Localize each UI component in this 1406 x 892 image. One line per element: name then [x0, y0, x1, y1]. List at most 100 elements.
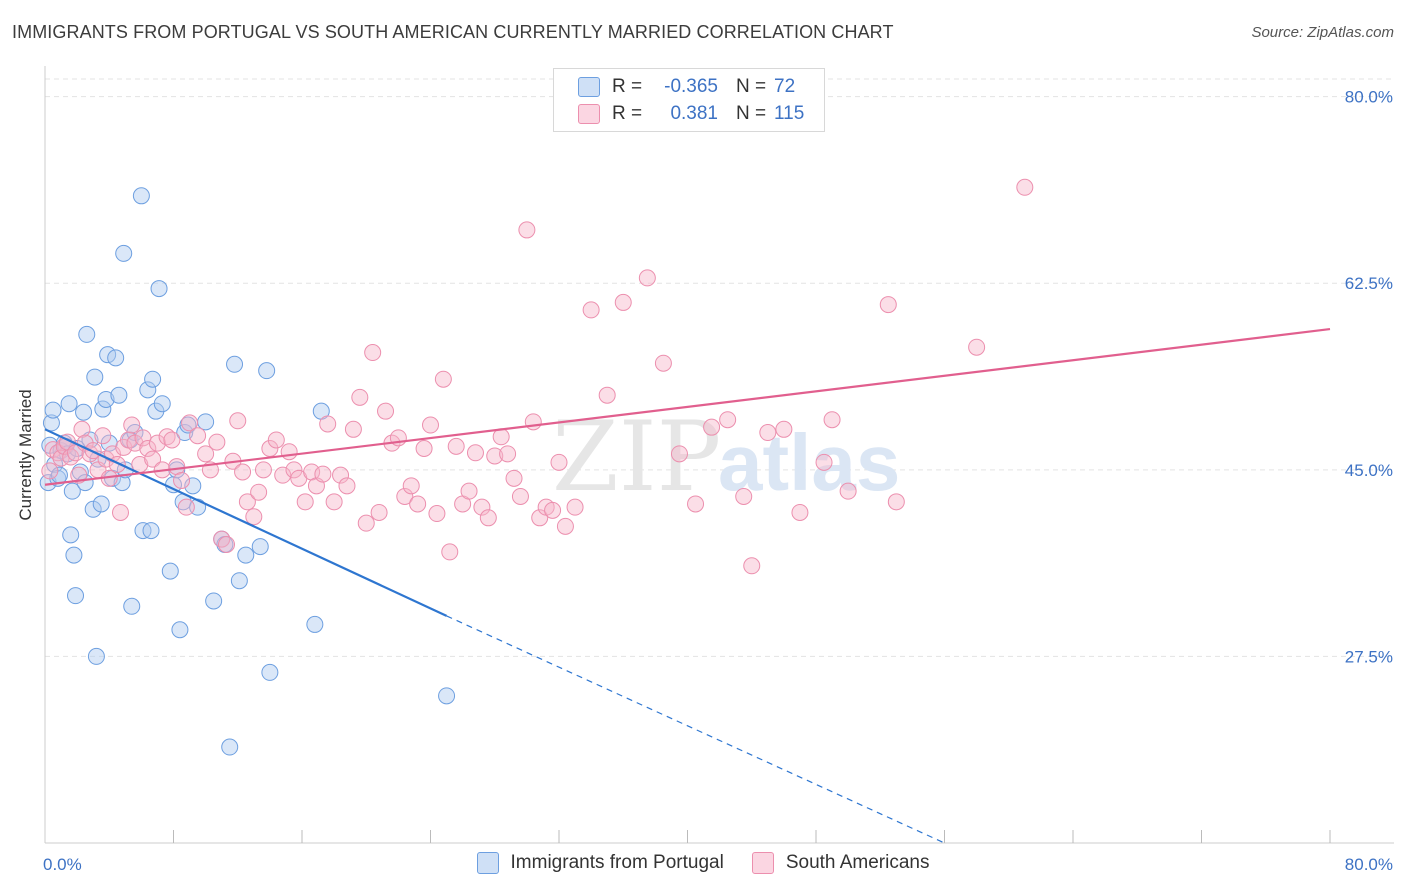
axes [44, 66, 1394, 844]
data-point-portugal [142, 522, 160, 540]
y-tick-label: 27.5% [1345, 647, 1393, 666]
data-point-south-american [428, 505, 446, 523]
legend-swatch-portugal [476, 852, 499, 874]
data-point-south-american [566, 498, 584, 516]
data-point-south-american [213, 530, 231, 548]
data-point-south-american [479, 509, 497, 527]
data-point-south-american [687, 495, 705, 513]
data-point-south-american [94, 427, 112, 445]
data-point-south-american [338, 477, 356, 495]
data-point-south-american [325, 493, 343, 511]
data-point-portugal [153, 395, 171, 413]
data-point-portugal [107, 349, 125, 367]
data-point-south-american [319, 415, 337, 433]
data-point-south-american [598, 386, 616, 404]
data-point-portugal [115, 244, 133, 262]
data-point-south-american [670, 445, 688, 463]
data-point-south-american [41, 462, 59, 480]
data-point-south-american [73, 420, 91, 438]
data-point-portugal [92, 495, 110, 513]
data-point-south-american [364, 344, 382, 362]
data-point-south-american [887, 493, 905, 511]
data-point-portugal [78, 325, 96, 343]
y-tick-label: 80.0% [1345, 88, 1393, 107]
data-point-south-american [582, 301, 600, 319]
data-point-portugal [132, 187, 150, 205]
data-point-south-american [274, 466, 292, 484]
legend-row-south-americans: R = 0.381 N = 115 [578, 101, 804, 127]
legend-swatch-south-americans [751, 852, 774, 874]
data-point-south-american [351, 388, 369, 406]
data-point-south-american [280, 443, 298, 461]
gridlines [45, 78, 1394, 657]
chart-title: IMMIGRANTS FROM PORTUGAL VS SOUTH AMERIC… [12, 22, 894, 42]
data-point-south-american [158, 428, 176, 446]
legend-n-label: N = [736, 76, 767, 97]
data-point-portugal [86, 368, 104, 386]
series-legend: Immigrants from Portugal South Americans [0, 852, 1406, 874]
data-point-south-american [466, 444, 484, 462]
data-point-south-american [638, 269, 656, 287]
data-point-south-american [447, 437, 465, 455]
data-point-south-american [823, 411, 841, 429]
data-point-south-american [441, 543, 459, 561]
data-point-portugal [44, 401, 62, 419]
data-point-portugal [87, 647, 105, 665]
source-label: Source: ZipAtlas.com [1251, 24, 1394, 41]
data-point-portugal [230, 572, 248, 590]
trend-line-south-americans [44, 327, 1331, 486]
data-point-south-american [332, 466, 350, 484]
data-point-south-american [189, 427, 207, 445]
data-point-south-american [409, 495, 427, 513]
data-point-south-american [460, 482, 478, 500]
data-point-south-american [245, 508, 263, 526]
data-point-portugal [62, 526, 80, 544]
data-point-portugal [139, 381, 157, 399]
y-tick-label: 45.0% [1345, 461, 1393, 480]
data-point-south-american [144, 450, 162, 468]
data-point-south-american [238, 493, 256, 511]
data-point-south-american [208, 433, 226, 451]
data-point-south-american [486, 447, 504, 465]
legend-label-portugal: Immigrants from Portugal [510, 852, 724, 873]
data-point-south-american [473, 498, 491, 516]
data-point-portugal [150, 280, 168, 298]
data-point-south-american [775, 420, 793, 438]
data-point-south-american [550, 453, 568, 471]
data-point-south-american [163, 431, 181, 449]
legend-n-value: 72 [774, 76, 796, 97]
data-point-south-american [173, 471, 191, 489]
stats-legend: R = -0.365 N = 72 R = 0.381 N = 115 [553, 68, 825, 132]
legend-item-south-americans[interactable]: South Americans [751, 852, 929, 874]
data-point-south-american [296, 493, 314, 511]
data-point-south-american [218, 535, 236, 553]
data-point-south-american [968, 338, 986, 356]
data-point-south-american [177, 498, 195, 516]
data-point-south-american [743, 557, 761, 575]
legend-swatch-portugal [578, 77, 600, 97]
data-point-south-american [344, 420, 362, 438]
trend-line-portugal-extension [446, 615, 945, 844]
data-point-south-american [759, 424, 777, 442]
x-tick-label-min: 0.0% [43, 855, 82, 874]
data-point-portugal [97, 390, 115, 408]
data-point-south-american [49, 444, 67, 462]
data-point-south-american [357, 514, 375, 532]
y-tick-label: 62.5% [1345, 274, 1393, 293]
data-point-south-american [505, 469, 523, 487]
data-point-portugal [161, 562, 179, 580]
watermark: ZIP atlas [552, 401, 900, 513]
data-point-south-american [518, 221, 536, 239]
data-point-south-american [370, 503, 388, 521]
data-point-south-american [422, 416, 439, 434]
data-point-portugal [63, 482, 81, 500]
legend-r-value: -0.365 [664, 76, 718, 97]
data-point-south-american [735, 487, 753, 505]
data-point-portugal [171, 621, 189, 639]
data-point-portugal [75, 403, 93, 421]
data-point-south-american [314, 465, 332, 483]
data-point-south-american [524, 413, 542, 431]
legend-item-portugal[interactable]: Immigrants from Portugal [476, 852, 724, 874]
legend-n-label: N = [736, 103, 767, 124]
